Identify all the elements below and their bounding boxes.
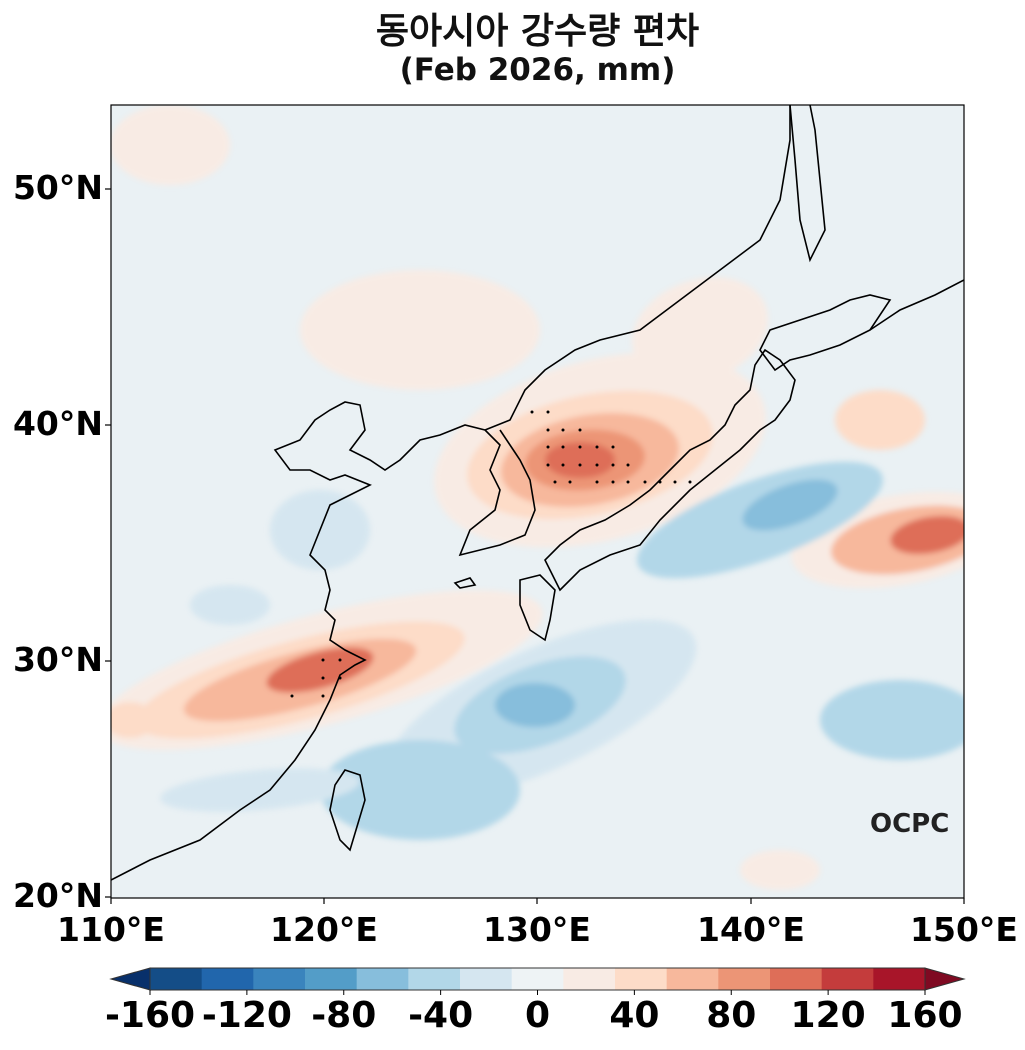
lon-label-120: 120°E (270, 910, 378, 949)
positive-anomaly-region (266, 647, 374, 693)
negative-anomaly-region (160, 768, 360, 812)
lat-label-20: 20°N (12, 876, 103, 915)
colorbar-tick-label: -40 (408, 995, 474, 1036)
lat-label-30: 30°N (12, 640, 103, 679)
colorbar-segment (666, 968, 719, 990)
positive-anomaly-region (835, 390, 925, 450)
colorbar-segment (253, 968, 306, 990)
lat-label-50: 50°N (12, 168, 103, 207)
positive-anomaly-region (300, 270, 540, 390)
kyushu (519, 574, 556, 642)
colorbar-segment (821, 968, 874, 990)
colorbar-segment (770, 968, 823, 990)
negative-anomaly-region (495, 683, 575, 727)
colorbar-segment (356, 968, 409, 990)
colorbar-segment (563, 968, 616, 990)
colorbar-tick-label: -160 (104, 995, 196, 1036)
sakhalin (789, 105, 826, 263)
kamchatka-kuril (869, 279, 964, 331)
honshu (544, 348, 796, 592)
negative-anomaly-region (320, 740, 520, 840)
anomaly-field: OCPC (111, 105, 964, 898)
korean-peninsula (458, 429, 536, 557)
korea-coast (484, 105, 791, 431)
colorbar-tick-label: 80 (706, 995, 757, 1036)
colorbar (109, 967, 966, 995)
lon-label-110: 110°E (57, 910, 165, 949)
colorbar-segment (305, 968, 358, 990)
positive-anomaly-region (890, 515, 964, 555)
lon-label-130: 130°E (483, 910, 591, 949)
negative-anomaly-region (742, 479, 838, 531)
colorbar-segment (460, 968, 513, 990)
positive-anomaly-region (632, 277, 768, 383)
colorbar-tick-label: -80 (311, 995, 377, 1036)
colorbar-tick-label: 160 (887, 995, 963, 1036)
taiwan (329, 769, 366, 852)
svg-text:OCPC: OCPC (870, 809, 949, 839)
ocpc-logo: OCPC (870, 809, 949, 839)
lon-label-150: 150°E (910, 910, 1018, 949)
colorbar-segment (873, 968, 926, 990)
colorbar-tick-label: -120 (201, 995, 292, 1036)
map-subtitle: (Feb 2026, mm) (399, 52, 676, 88)
positive-anomaly-region (545, 442, 615, 478)
colorbar-extend-low (109, 967, 151, 991)
lat-label-40: 40°N (12, 404, 103, 443)
negative-anomaly-region (190, 585, 270, 625)
positive-anomaly-region (740, 850, 820, 890)
colorbar-tick-label: 0 (524, 995, 551, 1036)
colorbar-segment (201, 968, 254, 990)
negative-anomaly-region (820, 680, 964, 760)
positive-anomaly-region (111, 702, 155, 738)
positive-anomaly-region (111, 105, 230, 185)
colorbar-segment (615, 968, 668, 990)
map-title: 동아시아 강수량 편차 (375, 11, 700, 52)
china-coast (111, 401, 486, 881)
colorbar-segment (150, 968, 203, 990)
hainan-jeju (453, 577, 477, 589)
colorbar-segment (511, 968, 564, 990)
colorbar-segment (718, 968, 771, 990)
coastlines (111, 105, 964, 881)
colorbar-extend-high (924, 967, 966, 991)
colorbar-tick-label: 40 (609, 995, 660, 1036)
lon-label-140: 140°E (697, 910, 805, 949)
colorbar-tick-label: 120 (790, 995, 866, 1036)
colorbar-segment (408, 968, 461, 990)
hokkaido (759, 294, 892, 372)
significance-stippling (290, 410, 692, 698)
